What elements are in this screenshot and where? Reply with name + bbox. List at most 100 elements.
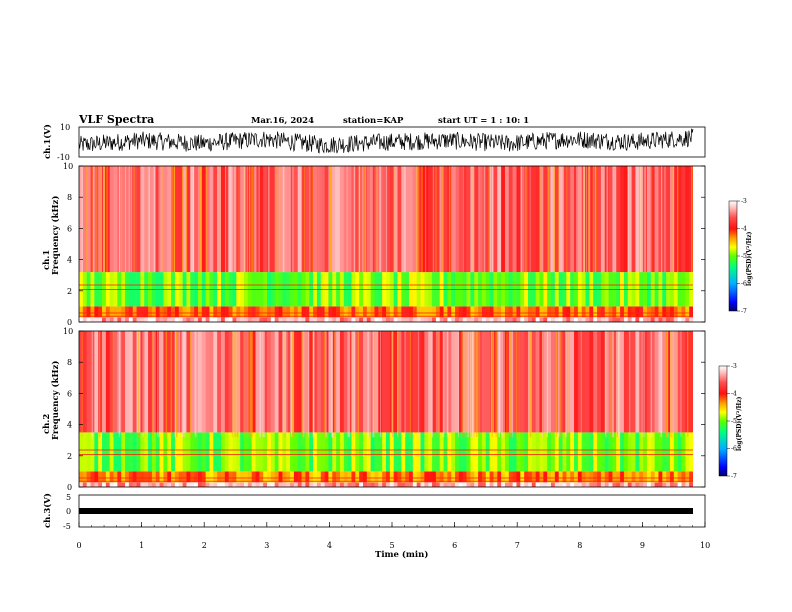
spectrogram-streak bbox=[421, 166, 423, 273]
spectrogram-cell bbox=[466, 482, 471, 487]
spectrogram-streak bbox=[231, 331, 233, 438]
spectrogram-cell bbox=[635, 306, 640, 318]
spectrogram-cell bbox=[597, 166, 602, 273]
spectrogram-cell bbox=[328, 317, 333, 322]
spectrogram-cell bbox=[197, 432, 203, 472]
spectrogram-cell bbox=[554, 166, 559, 273]
spectrogram-cell bbox=[362, 471, 368, 483]
spectrogram-cell bbox=[673, 471, 678, 483]
spectrogram-cell bbox=[109, 166, 114, 273]
spectrogram-cell bbox=[217, 331, 222, 433]
spectrogram-cell bbox=[278, 432, 283, 472]
spectrogram-cell bbox=[662, 317, 667, 322]
spectrogram-cell bbox=[412, 306, 417, 318]
spectrogram-cell bbox=[290, 317, 295, 322]
ytick-label: 4 bbox=[67, 256, 72, 265]
spectrogram-cell bbox=[562, 482, 567, 487]
spectrogram-cell bbox=[623, 331, 629, 433]
spectrogram-cell bbox=[332, 482, 337, 487]
spectrogram-streak bbox=[409, 331, 411, 438]
spectrogram-cell bbox=[336, 331, 341, 433]
spectrogram-cell bbox=[585, 471, 590, 483]
spectrogram-streak bbox=[249, 166, 251, 273]
spectrogram-cell bbox=[508, 471, 513, 483]
spectrogram-cell bbox=[324, 317, 329, 322]
spectrogram-cell bbox=[270, 317, 276, 322]
spectrogram-cell bbox=[643, 317, 648, 322]
spectrogram-cell bbox=[543, 317, 548, 322]
spectrogram-cell bbox=[455, 331, 460, 433]
spectrogram-cell bbox=[393, 306, 398, 318]
spectrogram-cell bbox=[293, 331, 299, 433]
spectrogram-cell bbox=[658, 432, 663, 472]
spectrogram-cell bbox=[412, 432, 417, 472]
spectrogram-cell bbox=[201, 306, 206, 318]
spectrogram-streak bbox=[520, 166, 522, 273]
spectrogram-cell bbox=[278, 482, 283, 487]
spectrogram-cell bbox=[359, 166, 364, 273]
spectrogram-cell bbox=[282, 432, 287, 472]
spectrogram-cell bbox=[409, 306, 414, 318]
spectrogram-cell bbox=[355, 432, 360, 472]
spectrogram-cell bbox=[148, 432, 153, 472]
spectrogram-streak bbox=[660, 331, 662, 438]
colorbar-ch2: -3 -4 -5 -6 -7 log(PSD)(V²/Hz) bbox=[718, 363, 743, 480]
spectrogram-cell bbox=[504, 317, 510, 322]
spectrogram-cell bbox=[516, 432, 521, 472]
spectrogram-cell bbox=[481, 482, 487, 487]
spectrogram-cell bbox=[497, 317, 502, 322]
spectrogram-cell bbox=[136, 317, 141, 322]
spectrogram-cell bbox=[512, 306, 517, 318]
spectrogram-streak bbox=[305, 331, 307, 438]
spectrogram-streak bbox=[125, 166, 127, 273]
spectrogram-cell bbox=[493, 317, 498, 322]
spectrogram-cell bbox=[435, 166, 441, 273]
spectrogram-cell bbox=[420, 306, 425, 318]
spectrogram-streak bbox=[506, 331, 508, 438]
spectrogram-cell bbox=[151, 331, 157, 433]
spectrogram-cell bbox=[220, 317, 226, 322]
spectrogram-cell bbox=[685, 166, 690, 273]
spectrogram-streak bbox=[200, 166, 202, 273]
spectrogram-cell bbox=[347, 471, 352, 483]
spectrogram-cell bbox=[316, 482, 322, 487]
spectrogram-cell bbox=[409, 331, 414, 433]
spectrogram-cell bbox=[102, 482, 107, 487]
spectrogram-cell bbox=[604, 471, 609, 483]
spectrogram-cell bbox=[151, 482, 157, 487]
spectrogram-cell bbox=[370, 482, 375, 487]
spectrogram-streak bbox=[81, 166, 83, 273]
spectrogram-cell bbox=[163, 432, 168, 472]
spectrogram-cell bbox=[435, 306, 441, 318]
spectrogram-cell bbox=[201, 166, 206, 273]
spectrogram-cell bbox=[650, 331, 655, 433]
spectrogram-streak bbox=[471, 331, 474, 438]
spectrogram-streak bbox=[691, 166, 693, 273]
spectrogram-cell bbox=[359, 471, 364, 483]
spectrogram-cell bbox=[593, 306, 598, 318]
time-axis: 0 1 2 3 4 5 6 7 8 9 10 bbox=[77, 522, 710, 550]
xtick-label: 10 bbox=[700, 541, 710, 550]
spectrogram-cell bbox=[378, 317, 383, 322]
spectrogram-streak bbox=[501, 331, 503, 438]
spectrogram-cell bbox=[86, 306, 91, 318]
spectrogram-cell bbox=[366, 317, 371, 322]
spectrogram-streak bbox=[462, 166, 464, 273]
spectrogram-cell bbox=[493, 482, 498, 487]
spectrogram-cell bbox=[228, 482, 233, 487]
spectrogram-streak bbox=[670, 331, 672, 438]
spectrogram-cell bbox=[205, 306, 210, 318]
spectrogram-cell bbox=[689, 331, 694, 433]
spectrogram-streak bbox=[516, 331, 518, 438]
spectrogram-cell bbox=[677, 317, 682, 322]
spectrogram-cell bbox=[336, 471, 341, 483]
spectrogram-streak bbox=[247, 331, 249, 438]
spectrogram-cell bbox=[305, 432, 310, 472]
spectrogram-streak bbox=[309, 166, 311, 273]
spectrogram-cell bbox=[305, 471, 310, 483]
spectrogram-cell bbox=[681, 482, 686, 487]
spectrogram-cell bbox=[635, 166, 640, 273]
spectrogram-streak bbox=[586, 166, 587, 273]
spectrogram-streak bbox=[289, 166, 291, 273]
